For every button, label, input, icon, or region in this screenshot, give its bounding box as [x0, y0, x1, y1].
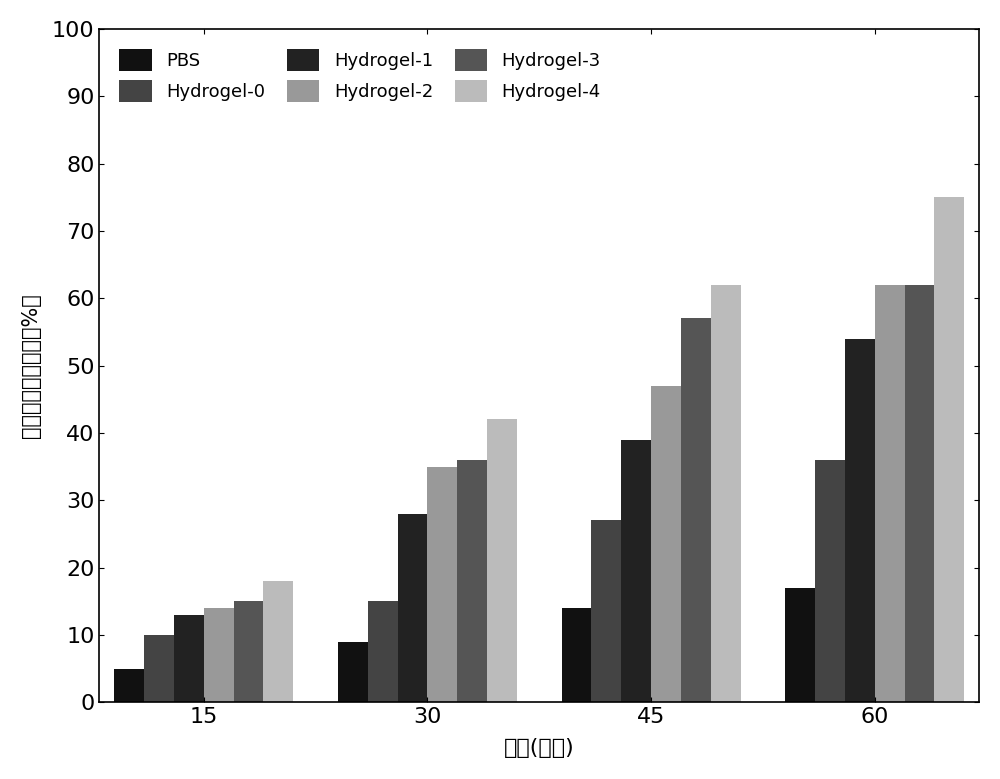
- Bar: [174, 615, 204, 702]
- Bar: [845, 339, 875, 702]
- Bar: [651, 386, 681, 702]
- Bar: [144, 635, 174, 702]
- Bar: [114, 668, 144, 702]
- Bar: [234, 601, 263, 702]
- Bar: [591, 520, 621, 702]
- Bar: [681, 319, 711, 702]
- Bar: [815, 460, 845, 702]
- Bar: [338, 642, 368, 702]
- Bar: [875, 284, 905, 702]
- Bar: [621, 439, 651, 702]
- Legend: PBS, Hydrogel-0, Hydrogel-1, Hydrogel-2, Hydrogel-3, Hydrogel-4: PBS, Hydrogel-0, Hydrogel-1, Hydrogel-2,…: [108, 38, 612, 113]
- Bar: [934, 197, 964, 702]
- Bar: [487, 419, 517, 702]
- Bar: [368, 601, 398, 702]
- Bar: [905, 284, 934, 702]
- Bar: [398, 513, 427, 702]
- Bar: [711, 284, 741, 702]
- Bar: [457, 460, 487, 702]
- Bar: [785, 587, 815, 702]
- X-axis label: 时间(分钟): 时间(分钟): [504, 738, 575, 758]
- Bar: [204, 608, 234, 702]
- Bar: [427, 467, 457, 702]
- Bar: [263, 581, 293, 702]
- Y-axis label: 羟基自由基清除率（%）: 羟基自由基清除率（%）: [21, 293, 41, 438]
- Bar: [562, 608, 591, 702]
